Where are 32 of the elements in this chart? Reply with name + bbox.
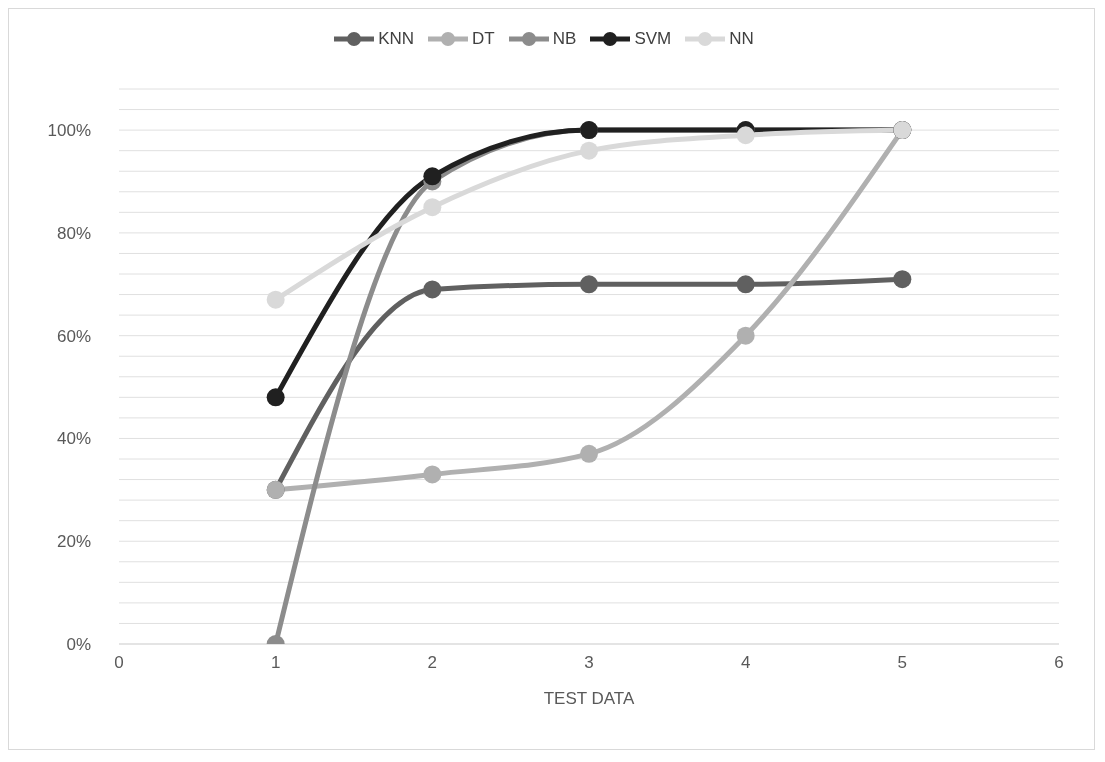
x-tick-label: 1 [270, 653, 281, 672]
x-axis-title: TEST DATA [543, 689, 635, 708]
point [893, 270, 912, 289]
point [736, 126, 755, 145]
x-tick-label: 4 [740, 653, 751, 672]
legend-label: NN [729, 29, 754, 49]
x-tick-label: 3 [584, 653, 594, 672]
legend-label: SVM [634, 29, 672, 49]
x-tick-label: 0 [114, 653, 124, 672]
legend-label: DT [472, 29, 495, 49]
legend-label: KNN [378, 29, 415, 49]
y-tick-label: 40% [56, 429, 91, 449]
y-tick-label: 0% [66, 635, 91, 655]
y-tick-label: 80% [56, 223, 91, 243]
point [736, 326, 755, 345]
point [580, 275, 598, 294]
y-tick-label: 20% [56, 532, 91, 552]
x-tick-label: 6 [1054, 653, 1064, 672]
point [266, 290, 285, 309]
legend-label: NB [552, 29, 577, 49]
y-tick-label: 60% [56, 326, 91, 346]
point [423, 198, 442, 217]
x-tick-label: 2 [427, 653, 438, 672]
y-tick-label: 100% [47, 121, 91, 141]
x-tick-label: 5 [897, 653, 908, 672]
point [580, 444, 598, 463]
point [266, 388, 285, 407]
point [423, 167, 442, 186]
point [423, 465, 442, 484]
point [423, 280, 442, 299]
point [580, 141, 598, 160]
point [736, 275, 755, 294]
